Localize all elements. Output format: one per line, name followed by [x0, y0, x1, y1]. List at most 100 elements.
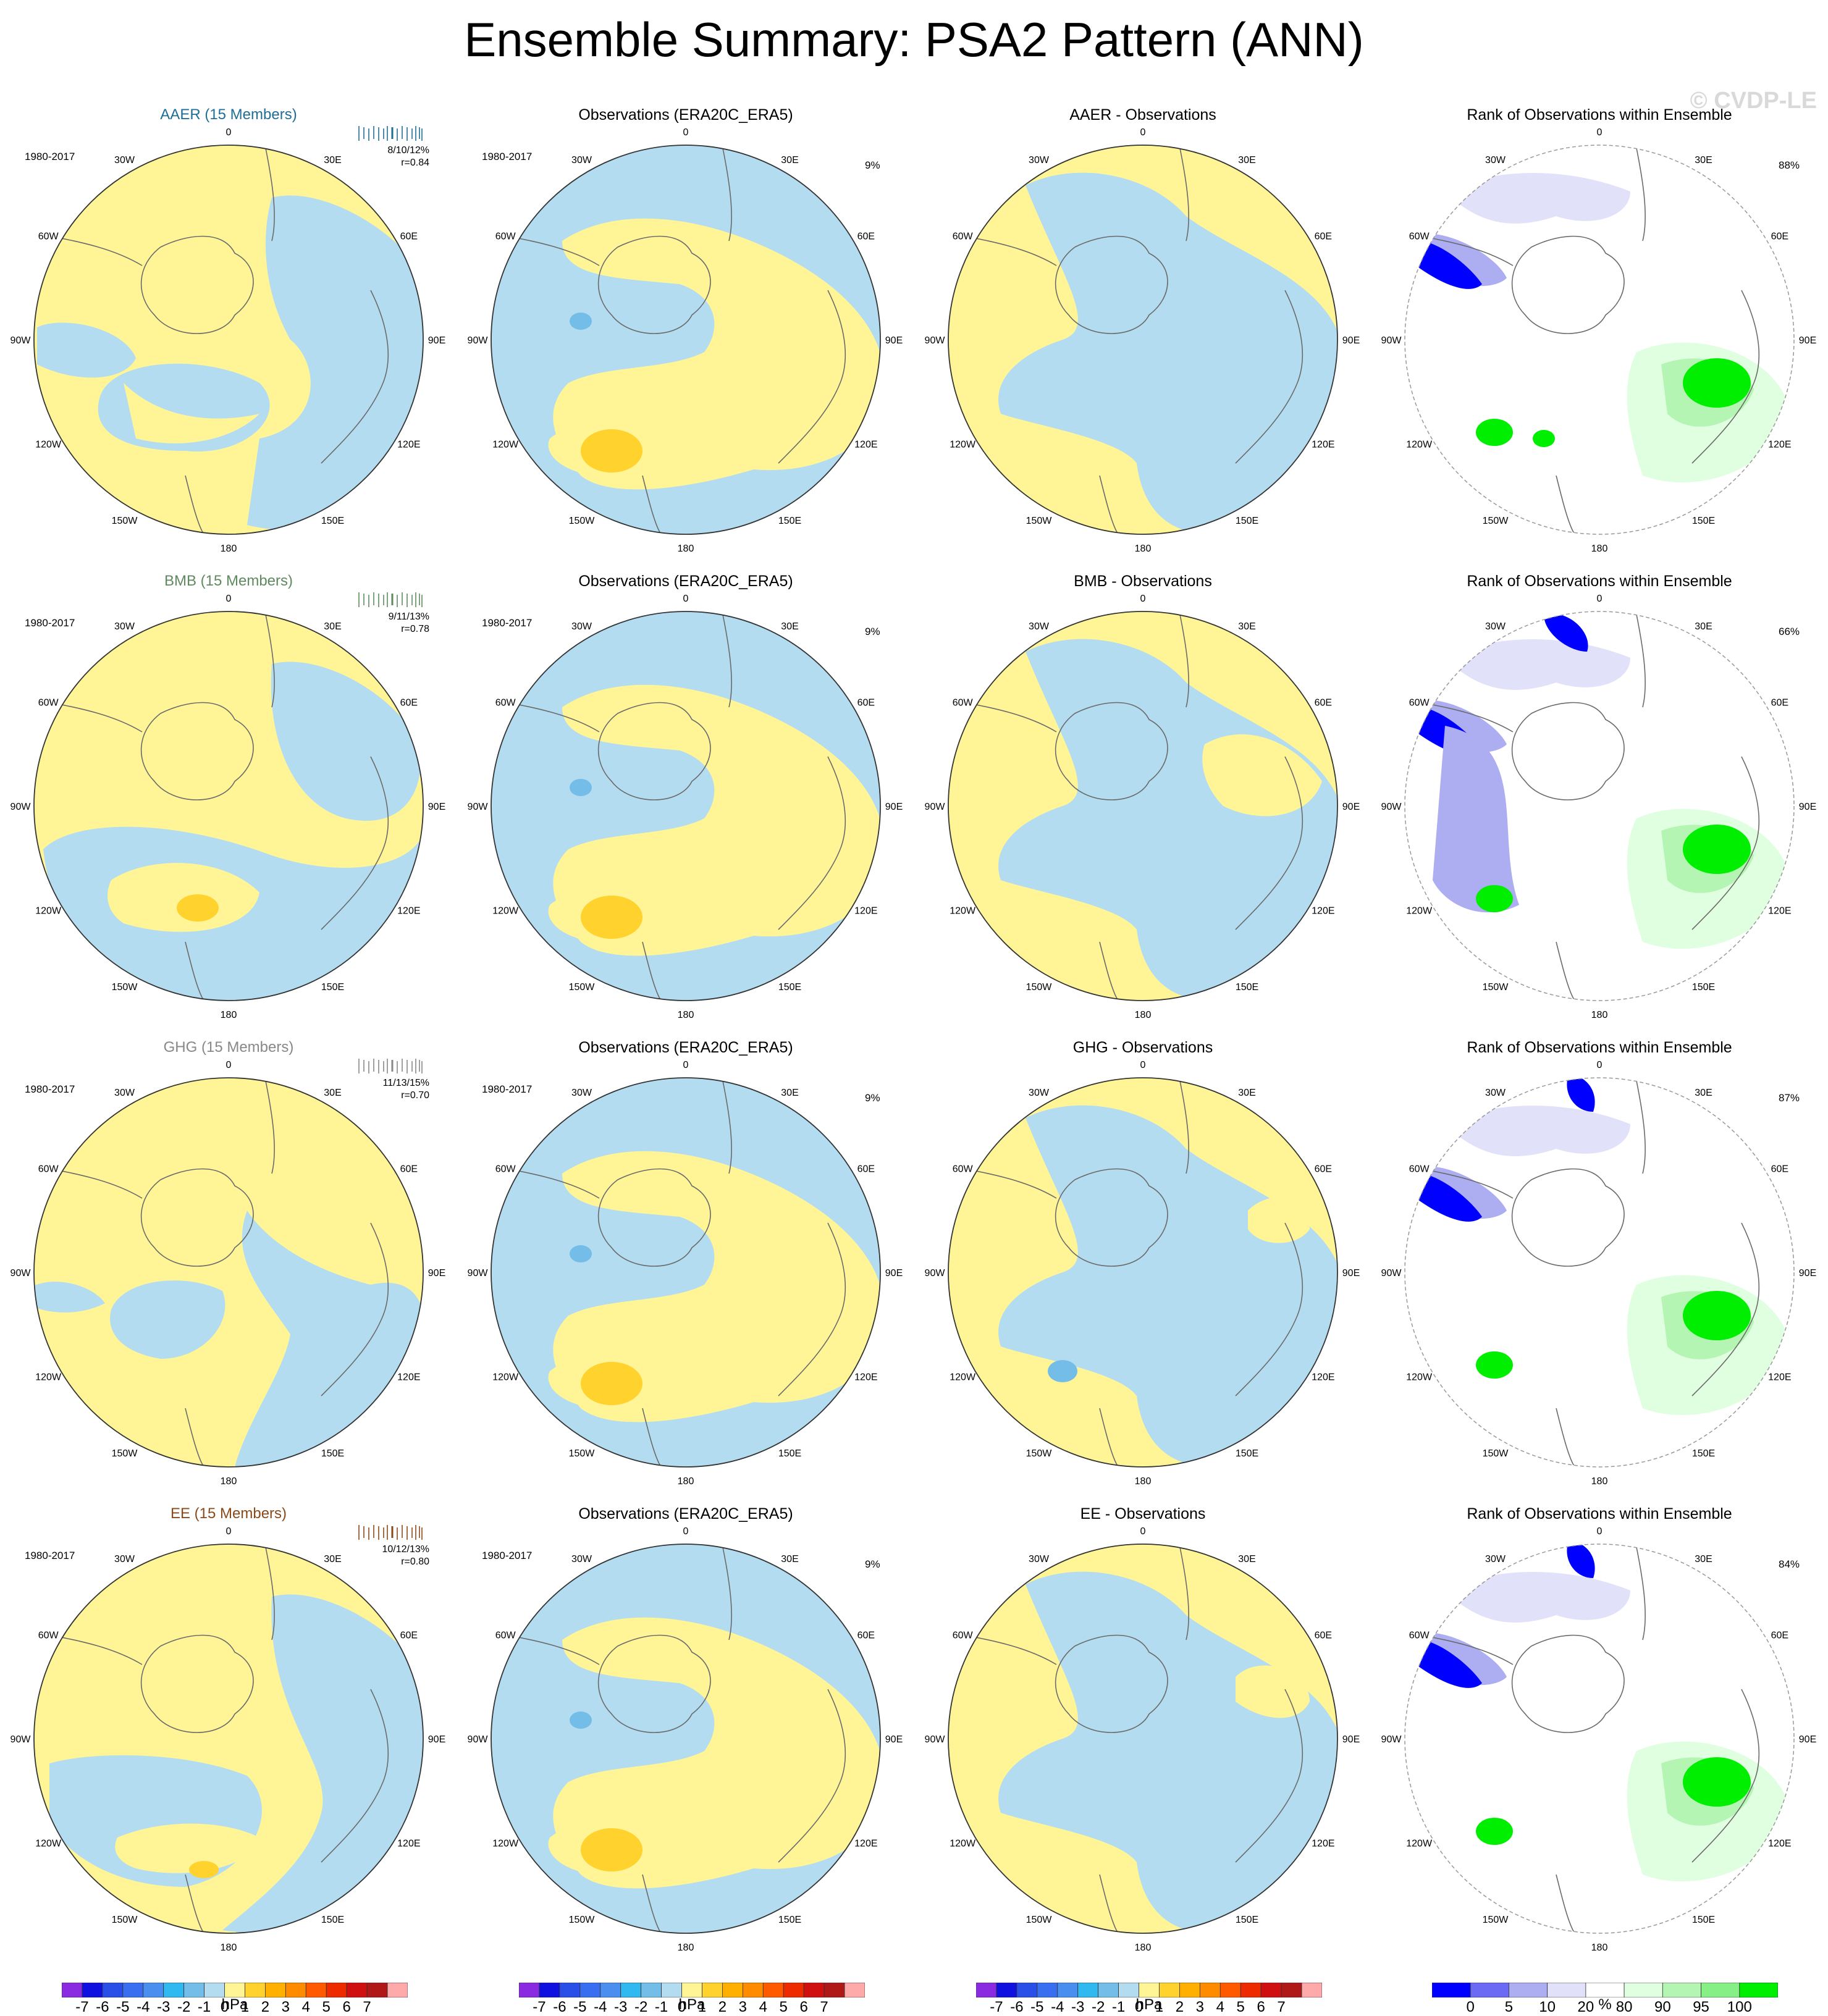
longitude-label: 60W [38, 232, 59, 242]
longitude-label: 60E [1315, 1631, 1332, 1641]
coastline [1636, 614, 1646, 708]
period-label: 1980-2017 [25, 1083, 75, 1095]
colorbar-swatch [1509, 1983, 1548, 1997]
longitude-label: 150W [1483, 1448, 1509, 1459]
longitude-label: 30E [1695, 1554, 1712, 1564]
colorbar-tick-label: -3 [157, 1999, 171, 2015]
longitude-label: 30E [324, 621, 341, 632]
longitude-label: 30W [1485, 621, 1506, 632]
pattern-correlation: r=0.80 [401, 1556, 429, 1567]
rank-high [1683, 358, 1751, 408]
longitude-label: 120W [35, 1839, 62, 1849]
coastline [1055, 1168, 1168, 1267]
percent-variance: 9% [865, 626, 880, 637]
longitude-label: 150W [112, 1448, 138, 1459]
field-fill [34, 1544, 423, 1933]
longitude-label: 90E [1342, 335, 1360, 346]
colorbar-swatch [346, 1983, 368, 1997]
colorbar-swatch [1260, 1983, 1282, 1997]
coastline [140, 1634, 254, 1733]
longitude-label: 120E [854, 440, 877, 450]
map-boundary [948, 1077, 1338, 1468]
colorbar-swatch [783, 1983, 804, 1997]
period-label: 1980-2017 [482, 1550, 533, 1561]
colorbar-tick-label: 7 [363, 1999, 371, 2015]
colorbar-swatches [62, 1983, 408, 1997]
polar-map: 0 30E 60E 90E 120E 150E 180 150W 120W 90W 60W 30W [468, 1060, 903, 1487]
coastline [722, 1547, 732, 1640]
coastline [1556, 475, 1575, 534]
longitude-label: 30E [324, 1088, 341, 1098]
longitude-label: 0 [226, 594, 232, 604]
longitude-label: 60W [1409, 232, 1430, 242]
longitude-label: 30E [1238, 1088, 1255, 1098]
longitude-label: 90W [11, 335, 32, 346]
colorbar-swatch [1179, 1983, 1200, 1997]
longitude-label: 90E [428, 1268, 445, 1279]
colorbar-tick-label: -6 [553, 1999, 567, 2015]
longitude-label: 120W [1406, 440, 1433, 450]
colorbar-swatch [976, 1983, 997, 1997]
pattern-correlation: r=0.84 [401, 158, 429, 168]
colorbar-tick-label: 4 [301, 1999, 310, 2015]
positive-core [581, 896, 642, 939]
coastline [265, 1547, 275, 1640]
colorbar-swatch [1057, 1983, 1079, 1997]
longitude-label: 150W [569, 516, 596, 526]
polar-map: 0 30E 60E 90E 120E 150E 180 150W 120W 90W 60W 30W [925, 127, 1360, 554]
map-boundary [1404, 1077, 1795, 1468]
longitude-label: 180 [221, 544, 237, 554]
panel-title: Rank of Observations within Ensemble [1467, 106, 1732, 124]
coastline [1235, 290, 1304, 464]
field-fill [34, 145, 423, 534]
field-fill [1405, 1078, 1794, 1467]
colorbar-tick-label: -3 [1071, 1999, 1085, 2015]
longitude-label: 30W [114, 1554, 135, 1564]
variance-range: 11/13/15% [382, 1078, 429, 1088]
colorbar-swatch [722, 1983, 743, 1997]
field-fill [34, 1078, 423, 1467]
colorbar-swatch [1701, 1983, 1740, 1997]
panel-diff-2: 0 30E 60E 90E 120E 150E 180 150W 120W 90W 60W 30W BM… [914, 559, 1371, 1025]
colorbar-tick-label: 4 [759, 1999, 767, 2015]
coastline [321, 756, 389, 930]
longitude-label: 30W [571, 1088, 592, 1098]
colorbar-tick-label: 0 [1134, 1999, 1144, 2015]
longitude-label: 60W [1409, 1164, 1430, 1175]
coastline [321, 290, 389, 464]
longitude-label: 60W [1409, 1631, 1430, 1641]
field-fill [491, 611, 880, 1001]
colorbar-units: hPa [678, 1996, 706, 2013]
colorbar-tick-label: 6 [1257, 1999, 1265, 2015]
longitude-label: 90E [428, 802, 445, 812]
longitude-label: 30E [781, 155, 798, 166]
longitude-label: 120E [1768, 440, 1791, 450]
coastline [140, 702, 254, 800]
map-boundary [1404, 1544, 1795, 1934]
field-fill [948, 1078, 1337, 1467]
longitude-label: 150E [321, 1915, 344, 1925]
longitude-label: 180 [1591, 1010, 1608, 1020]
colorbar-swatch [1016, 1983, 1038, 1997]
longitude-label: 150E [1692, 1915, 1715, 1925]
longitude-label: 30W [114, 1088, 135, 1098]
polar-map: 0 30E 60E 90E 120E 150E 180 150W 120W 90W 60W 30W [11, 1526, 446, 1953]
longitude-label: 150W [1026, 1448, 1053, 1459]
colorbar-tick-label: -2 [634, 1999, 648, 2015]
period-label: 1980-2017 [482, 617, 533, 629]
coastline [1099, 1408, 1119, 1467]
colorbar-tick-label: -1 [654, 1999, 668, 2015]
colorbar-tick-label: -5 [573, 1999, 587, 2015]
longitude-label: 60E [400, 698, 418, 708]
longitude-label: 90E [885, 335, 903, 346]
coastline [185, 1408, 204, 1467]
field-fill [1405, 1544, 1794, 1933]
coastline [321, 1689, 389, 1863]
longitude-label: 150W [1026, 982, 1053, 993]
longitude-label: 60E [1771, 698, 1788, 708]
colorbar-swatch [1037, 1983, 1058, 1997]
longitude-label: 60W [953, 1631, 974, 1641]
colorbar-tick-label: -6 [1010, 1999, 1024, 2015]
longitude-label: 90E [1799, 1734, 1816, 1745]
coastline [1179, 148, 1189, 242]
